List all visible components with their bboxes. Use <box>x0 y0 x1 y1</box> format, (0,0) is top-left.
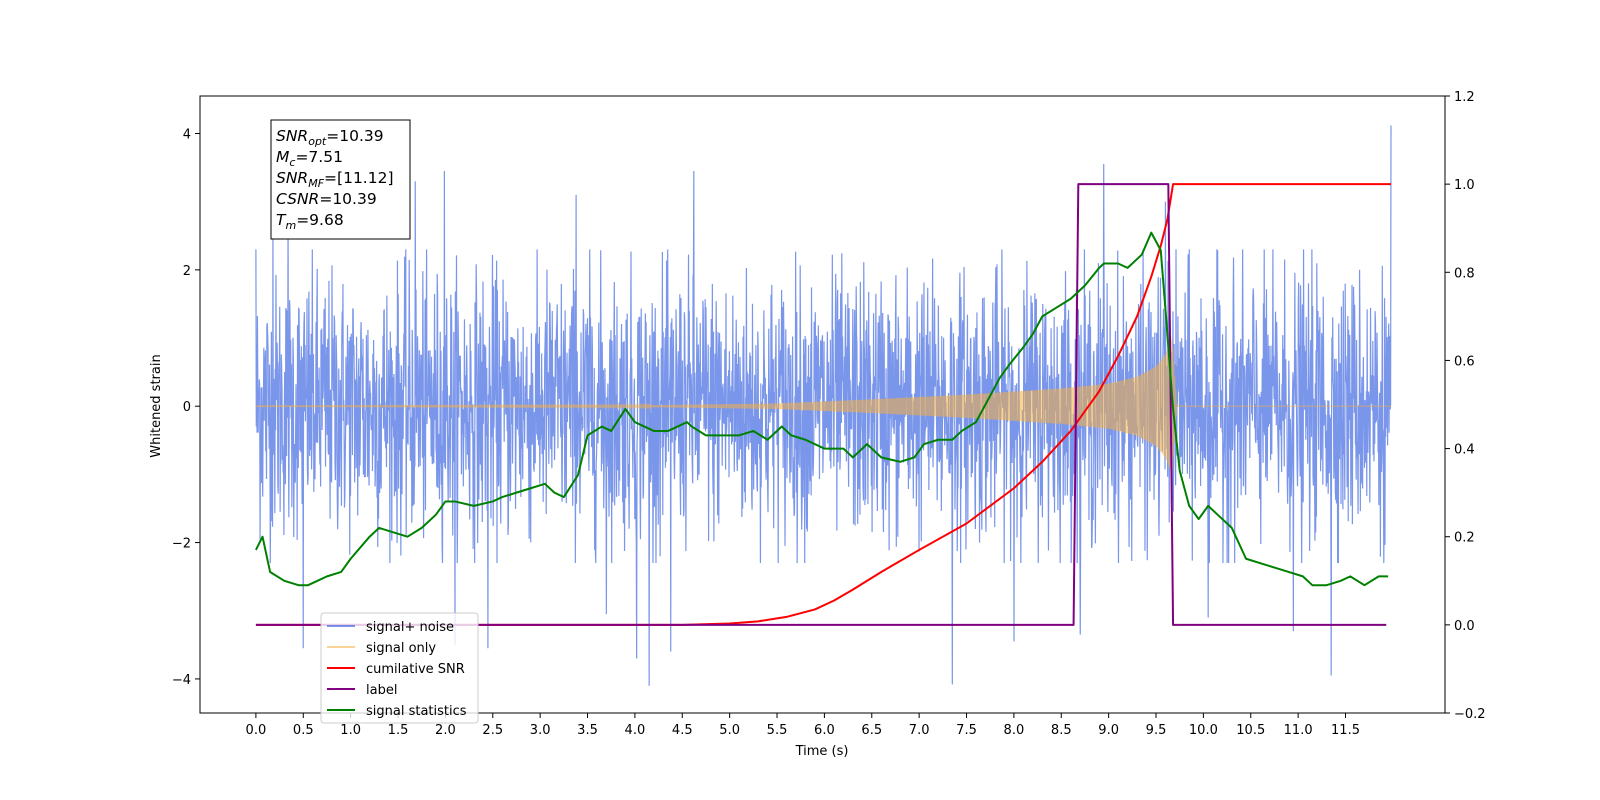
annotation-subscript: m <box>285 219 296 232</box>
y-tick-label: −2 <box>172 537 191 552</box>
annotation-value: =7.51 <box>295 148 343 166</box>
annotation-value: =[11.12] <box>324 169 393 187</box>
y2-tick-label: 0.8 <box>1454 266 1475 281</box>
y-tick-label: −4 <box>172 673 191 688</box>
y-axis-label: Whitened strain <box>149 354 164 457</box>
x-tick-label: 5.0 <box>719 723 740 738</box>
x-axis-label: Time (s) <box>795 744 849 759</box>
annotation-value: =10.39 <box>319 190 376 208</box>
series-signal-only <box>255 338 1391 473</box>
annotation-line: CSNR=10.39 <box>276 190 377 208</box>
annotation-value: =10.39 <box>326 127 383 145</box>
y-tick-label: 4 <box>183 127 191 142</box>
x-tick-label: 1.0 <box>340 723 361 738</box>
x-tick-label: 11.5 <box>1331 723 1360 738</box>
x-tick-label: 0.5 <box>293 723 314 738</box>
stats-annotation-box: SNRopt=10.39Mc=7.51SNRMF=[11.12]CSNR=10.… <box>270 119 411 240</box>
x-tick-label: 8.5 <box>1051 723 1072 738</box>
x-tick-label: 11.0 <box>1284 723 1313 738</box>
x-tick-label: 4.0 <box>625 723 646 738</box>
y2-tick-label: 0.2 <box>1454 531 1475 546</box>
series-cumulative-snr <box>255 183 1391 626</box>
x-tick-label: 7.5 <box>956 723 977 738</box>
x-tick-label: 2.5 <box>482 723 503 738</box>
legend-label: cumilative SNR <box>366 662 465 677</box>
legend-item-cumulative-snr: cumilative SNR <box>327 662 465 677</box>
x-tick-label: 9.5 <box>1146 723 1167 738</box>
annotation-line: Mc=7.51 <box>276 148 343 169</box>
legend-item-signal-plus-noise: signal+ noise <box>327 620 454 635</box>
annotation-symbol: SNR <box>276 169 308 187</box>
annotation-frame <box>270 119 411 240</box>
x-axis-ticks: 0.0 0.5 1.0 1.5 2.0 2.5 3.0 3.5 4.0 4.5 5.0 5.5 6.0 6… <box>246 713 1360 738</box>
series-signal-statistics <box>255 231 1389 587</box>
plot-series <box>255 125 1392 686</box>
legend: signal+ noise signal only cumilative SNR la… <box>320 612 479 724</box>
x-tick-label: 0.0 <box>246 723 267 738</box>
annotation-symbol: T <box>276 211 287 229</box>
legend-frame <box>320 612 479 724</box>
annotation-line: Tm=9.68 <box>276 211 344 232</box>
annotation-subscript: opt <box>308 135 327 148</box>
x-tick-label: 10.0 <box>1189 723 1218 738</box>
x-tick-label: 3.5 <box>577 723 598 738</box>
plot-frame <box>199 95 1446 714</box>
y2-tick-label: −0.2 <box>1454 707 1486 722</box>
legend-label: signal statistics <box>366 704 467 719</box>
x-tick-label: 4.5 <box>672 723 693 738</box>
y2-tick-label: 1.2 <box>1454 90 1475 105</box>
annotation-value: =9.68 <box>296 211 344 229</box>
y-tick-label: 0 <box>183 400 191 415</box>
legend-label: signal+ noise <box>366 620 454 635</box>
x-tick-label: 9.0 <box>1098 723 1119 738</box>
x-tick-label: 6.0 <box>814 723 835 738</box>
y2-tick-label: 0.6 <box>1454 354 1475 369</box>
y2-tick-label: 0.0 <box>1454 619 1475 634</box>
x-tick-label: 10.5 <box>1236 723 1265 738</box>
legend-item-label: label <box>327 683 397 698</box>
legend-item-signal-statistics: signal statistics <box>327 704 467 719</box>
y-axis-ticks: 4 2 0 −2 −4 <box>172 127 200 688</box>
annotation-symbol: SNR <box>276 127 308 145</box>
annotation-line: SNRopt=10.39 <box>276 127 384 148</box>
annotation-line: SNRMF=[11.12] <box>276 169 394 190</box>
series-label <box>255 183 1387 626</box>
x-tick-label: 6.5 <box>861 723 882 738</box>
legend-label: signal only <box>366 641 436 656</box>
x-tick-label: 5.5 <box>767 723 788 738</box>
annotation-symbol: CSNR <box>276 190 319 208</box>
annotation-symbol: M <box>276 148 289 166</box>
annotation-subscript: MF <box>308 177 324 190</box>
y-tick-label: 2 <box>183 264 191 279</box>
x-tick-label: 7.0 <box>909 723 930 738</box>
legend-label: label <box>366 683 397 698</box>
x-tick-label: 1.5 <box>388 723 409 738</box>
annotation-subscript: c <box>289 156 295 169</box>
x-tick-label: 2.0 <box>435 723 456 738</box>
legend-item-signal-only: signal only <box>327 641 436 656</box>
x-tick-label: 8.0 <box>1004 723 1025 738</box>
y2-tick-label: 1.0 <box>1454 178 1475 193</box>
y2-tick-label: 0.4 <box>1454 443 1475 458</box>
x-tick-label: 3.0 <box>530 723 551 738</box>
y2-axis-ticks: 1.2 1.0 0.8 0.6 0.4 0.2 0.0 −0.2 <box>1445 90 1486 722</box>
series-signal-plus-noise <box>255 125 1392 686</box>
